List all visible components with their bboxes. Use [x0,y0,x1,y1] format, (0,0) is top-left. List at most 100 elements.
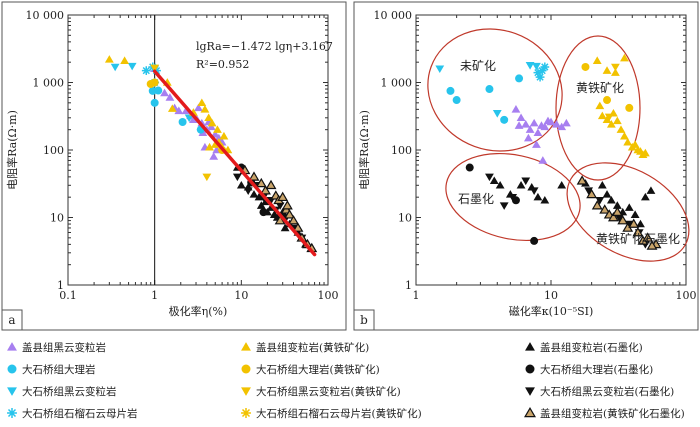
regression-equation: lgRa=−1.472 lgη+3.167 [196,40,333,53]
data-point [529,187,539,195]
data-point [606,195,616,204]
data-point [540,62,550,72]
x-tick-label: 10 [544,289,558,302]
panel-tag: b [360,313,368,327]
y-tick-label: 1 [405,279,412,292]
data-point [288,215,299,225]
data-point [255,177,267,188]
x-tick-label: 0.1 [59,289,77,302]
data-point [452,96,461,105]
legend-label: 大石桥组黑云变粒岩(黄铁矿化) [256,385,401,398]
data-point [591,200,603,210]
data-point [595,101,605,110]
data-point [581,62,590,71]
data-point [248,171,260,181]
data-point [485,85,494,94]
data-point [640,192,650,201]
x-tick-label: 10 [234,289,248,302]
data-point [280,223,290,232]
data-point [602,190,612,198]
group-label: 黄铁矿化 [576,81,624,95]
data-point [625,103,634,112]
data-point [178,117,187,126]
data-point [586,188,598,199]
data-point [189,115,198,124]
legend-label: 大石桥组石榴石云母片岩(黄铁矿化) [256,407,422,420]
data-point [521,120,531,128]
legend-label: 大石桥组黑云变粒岩(石墨化) [540,385,674,398]
data-point [523,133,533,142]
data-point [120,56,130,64]
legend-label: 盖县组黑云变粒岩 [22,341,106,354]
data-point [127,62,137,71]
legend-marker [241,408,251,418]
data-point [514,121,524,129]
legend-label: 大石桥组大理岩 [22,363,96,376]
data-point [620,131,629,140]
data-point [516,113,526,122]
data-point [546,117,556,126]
data-point [557,180,567,189]
data-point [485,173,494,182]
data-point [499,202,509,210]
data-point [259,208,268,217]
data-point [557,122,567,131]
data-point [584,187,594,195]
y-axis-title: 电阻率Ra(Ω·m) [357,110,371,190]
y-axis-title: 电阻率Ra(Ω·m) [5,110,19,190]
group-ellipse [427,28,563,152]
x-tick-label: 100 [318,289,339,302]
data-point [150,98,159,107]
data-point [243,187,253,195]
data-point [602,66,612,74]
data-point [150,64,160,73]
data-point [530,236,539,245]
data-point [214,133,224,142]
legend-marker [7,342,17,351]
data-point [104,55,114,63]
data-point [607,211,619,222]
x-axis-title: 极化率η(%) [169,304,228,318]
data-point [532,62,541,71]
data-point [511,105,521,113]
data-point [200,105,210,113]
data-point [603,96,612,105]
y-tick-label: 10 000 [374,9,413,22]
data-point [446,86,455,95]
legend-marker [7,387,17,396]
data-point [614,214,624,222]
data-point [538,156,548,164]
group-label: 石墨化 [458,192,494,206]
data-point [281,200,293,210]
group-ellipse [445,152,581,242]
data-point [599,204,611,214]
data-point [204,113,214,122]
legend-marker [525,364,535,374]
data-point [521,177,531,186]
legend-label: 大石桥组黑云变粒岩 [22,385,117,398]
data-point [525,62,535,70]
data-point [616,125,626,133]
panel-tag-box [353,309,375,331]
group-label: 黄铁矿化石墨化 [596,232,680,246]
data-point [624,203,634,211]
legend-marker [241,387,251,396]
data-point [606,120,616,128]
legend-marker [7,408,17,418]
data-point [623,137,633,146]
data-point [209,152,219,160]
data-point [236,180,246,189]
data-point [612,116,622,125]
data-point [500,115,509,124]
data-point [516,180,526,189]
legend-label: 盖县组变粒岩(黄铁矿化) [256,341,369,354]
data-point [205,142,214,151]
legend-marker [241,364,251,374]
data-point [620,53,629,62]
data-point [141,66,151,76]
legend-marker [525,342,535,351]
data-point [597,111,607,120]
legend-label: 大石桥组石榴石云母片岩 [22,407,138,420]
legend: 盖县组黑云变粒岩 盖县组变粒岩(黄铁矿化) 盖县组变粒岩(石墨化)大石桥组大理岩 大石… [7,341,685,420]
y-tick-label: 100 [391,144,412,157]
